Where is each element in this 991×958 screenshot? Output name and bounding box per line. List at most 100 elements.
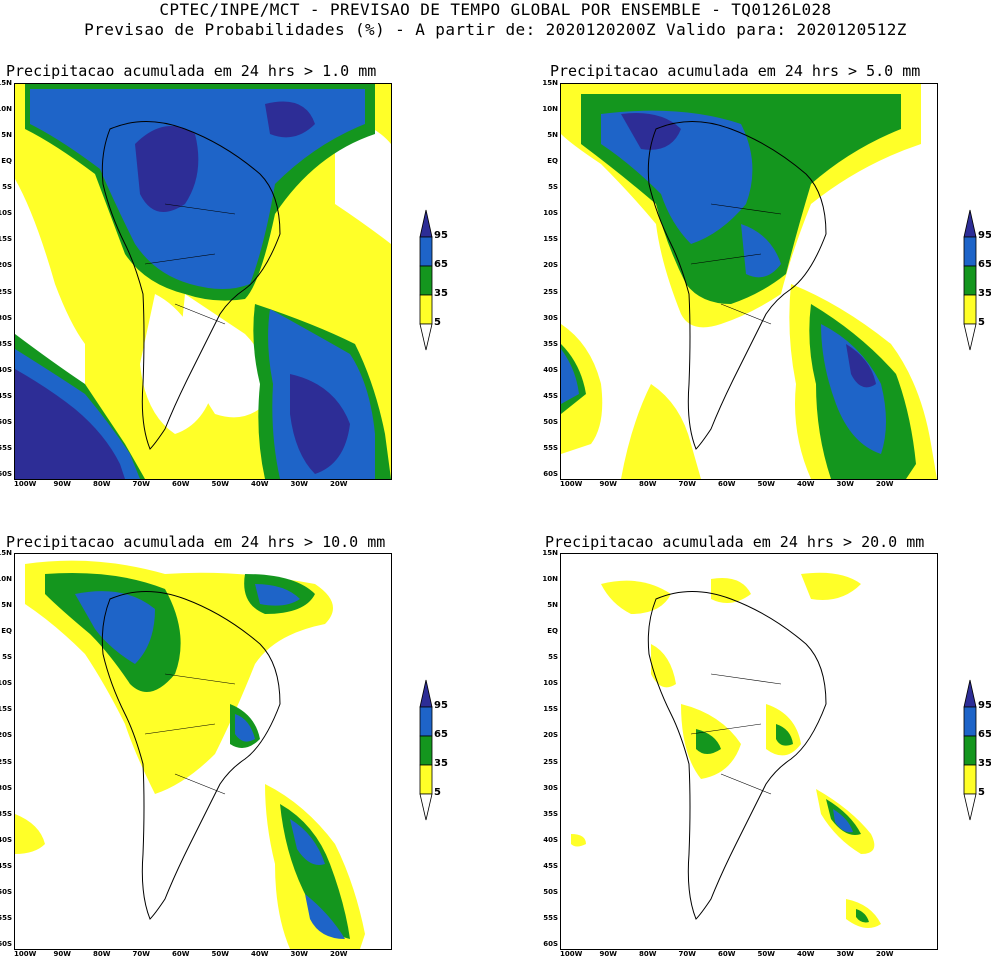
- legend-1mm-label-5: 5: [434, 317, 441, 328]
- lat-tick-20mm-15n: 15N: [542, 549, 558, 557]
- lon-tick-20mm-20w: 20W: [876, 950, 894, 958]
- probability-map-20mm: [561, 554, 937, 949]
- lon-tick-5mm-60w: 60W: [718, 480, 736, 488]
- lat-tick-20mm-15s: 15S: [543, 705, 558, 714]
- lat-tick-1mm-30s: 30S: [0, 313, 12, 322]
- lon-tick-5mm-80w: 80W: [639, 480, 657, 488]
- lat-tick-10mm-20s: 20S: [0, 731, 12, 740]
- lon-tick-5mm-70w: 70W: [678, 480, 696, 488]
- lat-tick-1mm-40s: 40S: [0, 365, 12, 374]
- lat-tick-1mm-45s: 45S: [0, 391, 12, 400]
- lon-tick-1mm-50w: 50W: [211, 480, 229, 488]
- map-panel-20mm: [560, 553, 938, 950]
- lon-tick-10mm-80w: 80W: [93, 950, 111, 958]
- lat-tick-1mm-10n: 10N: [0, 105, 12, 114]
- lat-tick-5mm-10n: 10N: [542, 105, 558, 114]
- lat-tick-10mm-30s: 30S: [0, 783, 12, 792]
- lon-tick-20mm-70w: 70W: [678, 950, 696, 958]
- lat-tick-1mm-60s: 60S: [0, 470, 12, 478]
- lat-tick-5mm-35s: 35S: [543, 339, 558, 348]
- lat-tick-10mm-15n: 15N: [0, 549, 12, 557]
- lat-tick-20mm-30s: 30S: [543, 783, 558, 792]
- lat-tick-5mm-15n: 15N: [542, 79, 558, 87]
- lat-tick-5mm-55s: 55S: [543, 443, 558, 452]
- legend-10mm-label-35: 35: [434, 758, 448, 769]
- lat-tick-20mm-55s: 55S: [543, 913, 558, 922]
- legend-5mm-label-95: 95: [978, 230, 991, 241]
- lat-tick-1mm-10s: 10S: [0, 209, 12, 218]
- lat-tick-20mm-35s: 35S: [543, 809, 558, 818]
- lon-tick-10mm-90w: 90W: [53, 950, 71, 958]
- legend-1mm-label-65: 65: [434, 259, 448, 270]
- lon-tick-20mm-50w: 50W: [757, 950, 775, 958]
- lat-tick-20mm-5s: 5S: [548, 653, 558, 662]
- lat-tick-20mm-10n: 10N: [542, 575, 558, 584]
- lat-tick-5mm-10s: 10S: [543, 209, 558, 218]
- lat-tick-10mm-50s: 50S: [0, 887, 12, 896]
- lat-tick-1mm-25s: 25S: [0, 287, 12, 296]
- lat-tick-5mm-eq: EQ: [547, 157, 558, 166]
- lon-tick-20mm-30w: 30W: [836, 950, 854, 958]
- legend-20mm: [963, 679, 977, 821]
- lat-tick-10mm-15s: 15S: [0, 705, 12, 714]
- lat-tick-5mm-50s: 50S: [543, 417, 558, 426]
- lon-tick-5mm-20w: 20W: [876, 480, 894, 488]
- lat-tick-20mm-10s: 10S: [543, 679, 558, 688]
- lon-tick-5mm-90w: 90W: [599, 480, 617, 488]
- legend-5mm-label-35: 35: [978, 288, 991, 299]
- legend-10mm-label-65: 65: [434, 729, 448, 740]
- lat-tick-5mm-5n: 5N: [547, 131, 558, 140]
- lat-tick-1mm-15s: 15S: [0, 235, 12, 244]
- lat-tick-5mm-20s: 20S: [543, 261, 558, 270]
- lat-tick-10mm-60s: 60S: [0, 940, 12, 948]
- legend-10mm-label-5: 5: [434, 787, 441, 798]
- lat-tick-5mm-60s: 60S: [543, 470, 558, 478]
- lat-tick-1mm-20s: 20S: [0, 261, 12, 270]
- lon-tick-1mm-60w: 60W: [172, 480, 190, 488]
- lon-tick-10mm-40w: 40W: [251, 950, 269, 958]
- lon-tick-5mm-30w: 30W: [836, 480, 854, 488]
- lat-tick-5mm-5s: 5S: [548, 183, 558, 192]
- lat-tick-1mm-5s: 5S: [2, 183, 12, 192]
- lat-tick-5mm-30s: 30S: [543, 313, 558, 322]
- lat-tick-20mm-40s: 40S: [543, 835, 558, 844]
- lon-tick-1mm-20w: 20W: [330, 480, 348, 488]
- legend-1mm-label-95: 95: [434, 230, 448, 241]
- map-panel-1mm: [14, 83, 392, 480]
- legend-20mm-label-95: 95: [978, 700, 991, 711]
- lat-tick-10mm-5s: 5S: [2, 653, 12, 662]
- lat-tick-20mm-eq: EQ: [547, 627, 558, 636]
- lon-tick-20mm-80w: 80W: [639, 950, 657, 958]
- legend-10mm-label-95: 95: [434, 700, 448, 711]
- panel-title-20mm: Precipitacao acumulada em 24 hrs > 20.0 …: [545, 533, 925, 551]
- lon-tick-10mm-30w: 30W: [290, 950, 308, 958]
- lat-tick-20mm-45s: 45S: [543, 861, 558, 870]
- lat-tick-20mm-5n: 5N: [547, 601, 558, 610]
- lon-tick-1mm-90w: 90W: [53, 480, 71, 488]
- lon-tick-1mm-40w: 40W: [251, 480, 269, 488]
- main-subtitle: Previsao de Probabilidades (%) - A parti…: [84, 20, 907, 39]
- legend-1mm: [419, 209, 433, 351]
- lat-tick-1mm-eq: EQ: [1, 157, 12, 166]
- lat-tick-20mm-25s: 25S: [543, 757, 558, 766]
- lon-tick-10mm-20w: 20W: [330, 950, 348, 958]
- lat-tick-10mm-25s: 25S: [0, 757, 12, 766]
- lon-tick-1mm-30w: 30W: [290, 480, 308, 488]
- lat-tick-1mm-5n: 5N: [1, 131, 12, 140]
- lat-tick-10mm-55s: 55S: [0, 913, 12, 922]
- panel-title-10mm: Precipitacao acumulada em 24 hrs > 10.0 …: [6, 533, 386, 551]
- lat-tick-10mm-35s: 35S: [0, 809, 12, 818]
- lon-tick-20mm-40w: 40W: [797, 950, 815, 958]
- lon-tick-5mm-40w: 40W: [797, 480, 815, 488]
- probability-map-1mm: [15, 84, 391, 479]
- lat-tick-20mm-60s: 60S: [543, 940, 558, 948]
- legend-20mm-label-5: 5: [978, 787, 985, 798]
- lat-tick-10mm-45s: 45S: [0, 861, 12, 870]
- probability-map-10mm: [15, 554, 391, 949]
- legend-5mm-label-65: 65: [978, 259, 991, 270]
- main-title: CPTEC/INPE/MCT - PREVISAO DE TEMPO GLOBA…: [159, 0, 832, 19]
- panel-title-1mm: Precipitacao acumulada em 24 hrs > 1.0 m…: [6, 62, 377, 80]
- lon-tick-10mm-100w: 100W: [14, 950, 37, 958]
- lat-tick-5mm-15s: 15S: [543, 235, 558, 244]
- legend-20mm-label-35: 35: [978, 758, 991, 769]
